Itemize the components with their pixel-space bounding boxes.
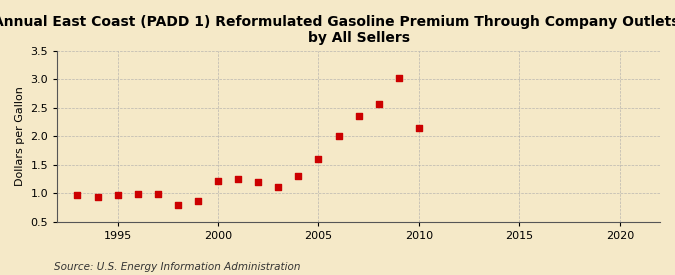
Point	[112, 193, 123, 198]
Point	[192, 198, 203, 203]
Point	[213, 178, 223, 183]
Y-axis label: Dollars per Gallon: Dollars per Gallon	[15, 86, 25, 186]
Point	[273, 185, 284, 190]
Point	[173, 202, 184, 207]
Point	[394, 76, 404, 81]
Point	[293, 174, 304, 178]
Title: Annual East Coast (PADD 1) Reformulated Gasoline Premium Through Company Outlets: Annual East Coast (PADD 1) Reformulated …	[0, 15, 675, 45]
Point	[373, 102, 384, 106]
Point	[132, 192, 143, 197]
Point	[333, 133, 344, 138]
Point	[92, 195, 103, 199]
Point	[253, 180, 264, 185]
Point	[414, 125, 425, 130]
Point	[72, 193, 83, 198]
Text: Source: U.S. Energy Information Administration: Source: U.S. Energy Information Administ…	[54, 262, 300, 272]
Point	[233, 177, 244, 181]
Point	[353, 114, 364, 118]
Point	[313, 157, 324, 161]
Point	[153, 192, 163, 197]
